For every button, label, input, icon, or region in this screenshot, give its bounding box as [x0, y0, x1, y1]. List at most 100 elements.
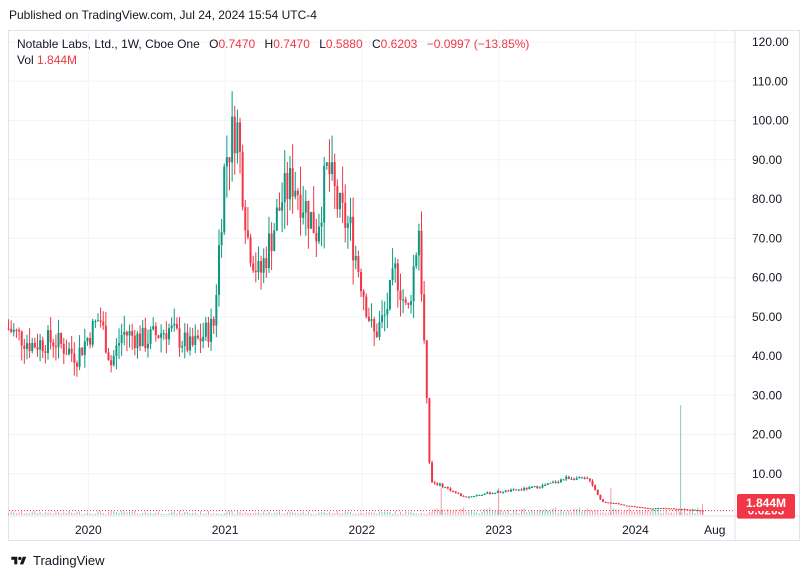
tradingview-footer[interactable]: TradingView [10, 553, 105, 568]
candle-body [567, 476, 570, 479]
candle-body [644, 507, 647, 509]
candle-body [473, 496, 476, 498]
volume-bar [452, 510, 454, 515]
volume-bar [681, 512, 683, 515]
volume-bar [44, 512, 46, 515]
candle-body [544, 484, 547, 486]
volume-bar [255, 512, 257, 515]
volume-bar [260, 513, 262, 515]
candle-body [175, 323, 178, 329]
candle-body [28, 343, 31, 352]
y-tick-label: 100.00 [752, 114, 789, 128]
candle-body [157, 335, 160, 338]
volume-bar [665, 510, 667, 515]
volume-bar [591, 510, 593, 515]
candle-body [583, 477, 586, 479]
volume-bar [565, 511, 567, 515]
candle-body [52, 342, 55, 347]
candle-body [154, 326, 157, 336]
volume-bar [184, 511, 186, 515]
volume-bar [50, 512, 52, 515]
volume-bar [365, 512, 367, 515]
candle-body [265, 258, 268, 269]
volume-bar [13, 511, 15, 515]
volume-bar [86, 512, 88, 515]
candle-body [273, 230, 276, 252]
volume-bar [421, 512, 423, 515]
volume-bar [349, 512, 351, 515]
volume-bar [347, 511, 349, 515]
candle-body [183, 332, 186, 347]
candle-body [94, 320, 97, 322]
y-tick-label: 120.00 [752, 35, 789, 49]
candle-body [283, 173, 286, 203]
candle-body [47, 330, 50, 353]
volume-bar [513, 509, 515, 515]
candle-body [320, 222, 323, 227]
volume-label: Vol [17, 53, 34, 67]
candle-body [491, 493, 494, 495]
candle-body [591, 480, 594, 486]
volume-bar [536, 510, 538, 515]
candle-body [383, 314, 386, 316]
candle-body [407, 302, 410, 305]
candle-body [496, 491, 499, 494]
candle-body [623, 504, 626, 506]
volume-bar [192, 512, 194, 515]
volume-bar [276, 512, 278, 515]
candle-body [580, 477, 583, 479]
volume-bar [526, 512, 528, 515]
volume-bar [302, 511, 304, 515]
candle-body [346, 223, 349, 228]
candle-body [78, 347, 81, 367]
volume-bar [257, 511, 259, 515]
candle-body [199, 338, 202, 342]
candle-body [54, 346, 57, 348]
volume-bar [510, 513, 512, 515]
candle-body [152, 326, 155, 330]
last-volume-label: 1.844M [746, 496, 786, 510]
volume-bar [273, 512, 275, 515]
volume-bar [207, 511, 209, 515]
volume-bar [628, 507, 630, 515]
volume-bar [18, 512, 20, 515]
candle-body [333, 162, 336, 187]
candle-body [483, 493, 486, 495]
candle-body [136, 333, 139, 349]
volume-bar [47, 512, 49, 515]
candle-body [525, 487, 528, 490]
volume-bar [507, 509, 509, 515]
candle-body [436, 483, 439, 486]
candle-body [412, 266, 415, 302]
volume-bar [8, 513, 10, 515]
volume-bar [697, 507, 699, 515]
volume-bar [336, 511, 338, 515]
candle-body [12, 329, 15, 332]
candle-body [49, 330, 52, 343]
volume-bar [107, 512, 109, 515]
volume-bar [641, 511, 643, 515]
candle-body [596, 489, 599, 496]
candle-body [131, 330, 134, 336]
symbol-label: Notable Labs, Ltd., 1W, Cboe One [17, 37, 200, 51]
volume-bar [534, 511, 536, 515]
y-tick-label: 40.00 [752, 349, 782, 363]
volume-bar [58, 512, 60, 515]
volume-bar [244, 512, 246, 515]
candle-body [281, 202, 284, 211]
volume-bar [547, 510, 549, 515]
volume-bar [310, 513, 312, 515]
candle-body [599, 495, 602, 500]
volume-bar [289, 511, 291, 515]
volume-bar [542, 510, 544, 515]
candle-body [515, 489, 518, 491]
candle-body [107, 352, 110, 361]
candle-body [470, 496, 473, 498]
volume-bar [150, 512, 152, 515]
candle-body [373, 319, 376, 332]
volume-bar [499, 509, 501, 515]
y-tick-label: 60.00 [752, 271, 782, 285]
candle-body [217, 245, 220, 295]
candle-body [575, 478, 578, 480]
